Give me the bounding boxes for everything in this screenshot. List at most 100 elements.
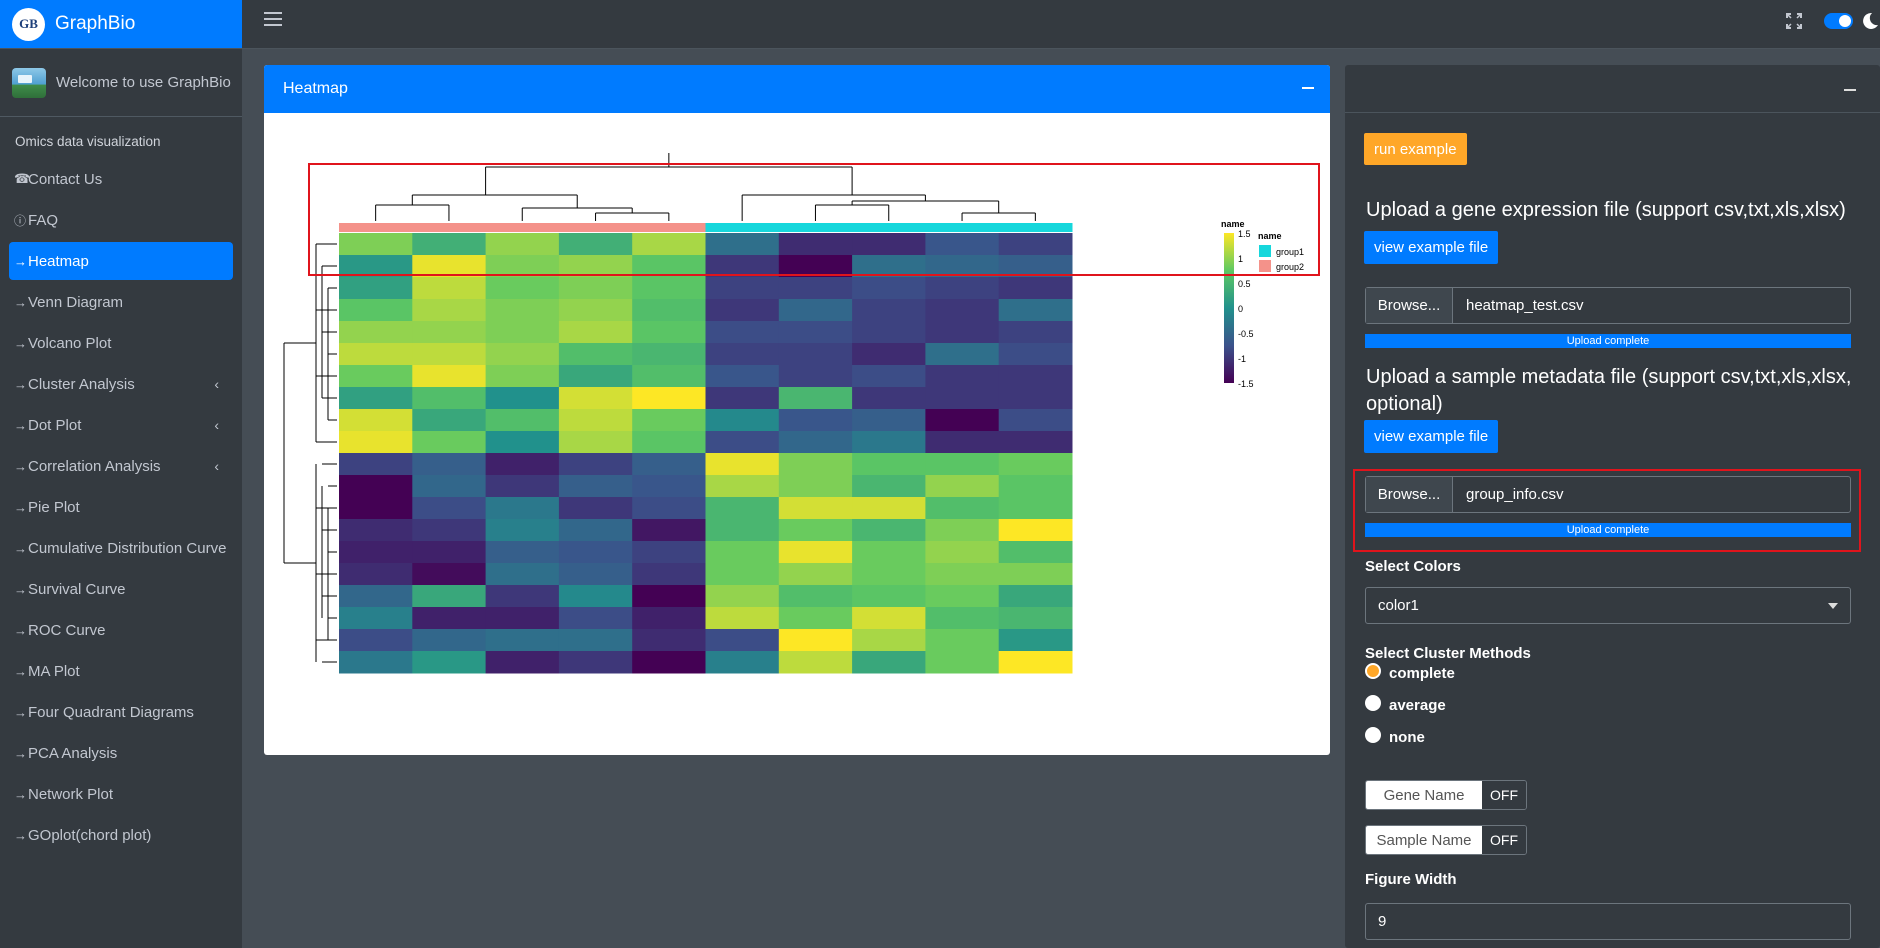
phone-icon: ☎ [14, 171, 31, 186]
sidebar-item-network-plot[interactable]: → Network Plot [9, 775, 233, 813]
sidebar-item-ma-plot[interactable]: → MA Plot [9, 652, 233, 690]
heatmap-cell [705, 475, 780, 498]
heatmap-cell [998, 651, 1073, 674]
heatmap-cell [412, 607, 487, 630]
heatmap-cell [998, 365, 1073, 388]
radio-button-icon[interactable] [1365, 694, 1381, 711]
upload-progress-2: Upload complete [1365, 523, 1851, 537]
heatmap-cell [852, 453, 926, 476]
chevron-left-icon: ‹ [214, 417, 219, 433]
sidebar-item-faq[interactable]: ⓘ FAQ [9, 201, 233, 239]
arrow-right-icon: → [14, 499, 27, 515]
arrow-right-icon: → [14, 294, 27, 310]
heatmap-cell [852, 299, 926, 322]
heatmap-cell [998, 321, 1073, 344]
heatmap-cell [705, 255, 780, 278]
sidebar-item-cumulative-distribution-curve[interactable]: → Cumulative Distribution Curve [9, 529, 233, 567]
browse-button-1[interactable]: Browse... [1366, 288, 1453, 323]
select-colors-label: Select Colors [1365, 558, 1461, 575]
sample-name-state: OFF [1482, 826, 1526, 854]
sample-name-switch[interactable]: Sample Name OFF [1365, 825, 1527, 855]
sidebar-item-label: MA Plot [28, 662, 80, 680]
radio-complete[interactable]: complete [1365, 662, 1455, 682]
metadata-file-input[interactable]: Browse... group_info.csv [1365, 476, 1851, 513]
heatmap-cell [485, 497, 560, 520]
hamburger-menu-icon[interactable] [264, 12, 282, 26]
heatmap-cell [412, 585, 487, 608]
heatmap-cell [925, 453, 1000, 476]
figure-width-input[interactable]: 9 [1365, 903, 1851, 940]
heatmap-cell [485, 563, 560, 586]
radio-none[interactable]: none [1365, 726, 1425, 746]
heatmap-cell [339, 255, 413, 278]
heatmap-cell [632, 519, 706, 542]
nav-list: ☎ Contact Us ⓘ FAQ → Heatmap → Venn Diagram → Vol… [0, 160, 242, 854]
sidebar-item-four-quadrant-diagrams[interactable]: → Four Quadrant Diagrams [9, 693, 233, 731]
heatmap-cell [632, 475, 706, 498]
upload-progress-1: Upload complete [1365, 334, 1851, 348]
sidebar-item-survival-curve[interactable]: → Survival Curve [9, 570, 233, 608]
metadata-file-name: group_info.csv [1466, 486, 1564, 503]
sidebar-item-pca-analysis[interactable]: → PCA Analysis [9, 734, 233, 772]
sidebar-item-label: Heatmap [28, 252, 89, 270]
heatmap-cell [632, 321, 706, 344]
select-colors-value: color1 [1378, 597, 1419, 614]
collapse-settings-icon[interactable] [1844, 89, 1856, 91]
heatmap-cell [412, 541, 487, 564]
sidebar-item-dot-plot[interactable]: → Dot Plot ‹ [9, 406, 233, 444]
browse-button-2[interactable]: Browse... [1366, 477, 1453, 512]
view-example-file-button-1[interactable]: view example file [1364, 231, 1499, 264]
radio-average[interactable]: average [1365, 694, 1446, 714]
sidebar-item-pie-plot[interactable]: → Pie Plot [9, 488, 233, 526]
collapse-heatmap-icon[interactable] [1302, 87, 1314, 89]
brand-link[interactable]: GB GraphBio [0, 0, 242, 49]
heatmap-cell [632, 365, 706, 388]
run-example-button[interactable]: run example [1364, 133, 1467, 165]
sidebar-item-correlation-analysis[interactable]: → Correlation Analysis ‹ [9, 447, 233, 485]
heatmap-cell [632, 343, 706, 366]
arrow-right-icon: → [14, 417, 27, 433]
heatmap-cell [412, 321, 487, 344]
heatmap-cell [412, 387, 487, 410]
heatmap-cell [852, 233, 926, 256]
heatmap-cell [998, 431, 1073, 454]
heatmap-cell [998, 277, 1073, 300]
heatmap-cell [925, 431, 1000, 454]
expression-file-input[interactable]: Browse... heatmap_test.csv [1365, 287, 1851, 324]
sidebar-item-contact-us[interactable]: ☎ Contact Us [9, 160, 233, 198]
gene-name-switch[interactable]: Gene Name OFF [1365, 780, 1527, 810]
heatmap-cell [412, 651, 487, 674]
heatmap-cell [558, 299, 633, 322]
view-example-file-button-2[interactable]: view example file [1364, 420, 1499, 453]
fullscreen-icon[interactable] [1786, 13, 1802, 29]
dark-mode-toggle[interactable] [1824, 13, 1853, 29]
group-annotation-cell [485, 223, 560, 232]
sidebar-item-goplot-chord-plot[interactable]: → GOplot(chord plot) [9, 816, 233, 854]
sidebar-item-heatmap[interactable]: → Heatmap [9, 242, 233, 280]
radio-button-icon[interactable] [1365, 662, 1381, 679]
sidebar-item-volcano-plot[interactable]: → Volcano Plot [9, 324, 233, 362]
select-colors-dropdown[interactable]: color1 [1365, 587, 1851, 624]
arrow-right-icon: → [14, 335, 27, 351]
heatmap-cell [778, 387, 853, 410]
heatmap-cell [778, 651, 853, 674]
sidebar-item-venn-diagram[interactable]: → Venn Diagram [9, 283, 233, 321]
heatmap-cell [412, 365, 487, 388]
heatmap-cell [558, 233, 633, 256]
sidebar-item-roc-curve[interactable]: → ROC Curve [9, 611, 233, 649]
heatmap-cell [485, 255, 560, 278]
heatmap-cell [778, 497, 853, 520]
heatmap-cell [558, 343, 633, 366]
heatmap-cell [632, 497, 706, 520]
sidebar-item-cluster-analysis[interactable]: → Cluster Analysis ‹ [9, 365, 233, 403]
settings-card-header [1345, 65, 1880, 113]
colorbar-tick-label: -1.5 [1238, 379, 1254, 389]
heatmap-cell [705, 233, 780, 256]
arrow-right-icon: → [14, 745, 27, 761]
heatmap-cell [558, 431, 633, 454]
radio-button-icon[interactable] [1365, 726, 1381, 743]
heatmap-cell [778, 541, 853, 564]
sidebar-item-label: Cumulative Distribution Curve [28, 539, 227, 557]
colorbar-tick-label: -1 [1238, 354, 1246, 364]
arrow-right-icon: → [14, 253, 27, 269]
